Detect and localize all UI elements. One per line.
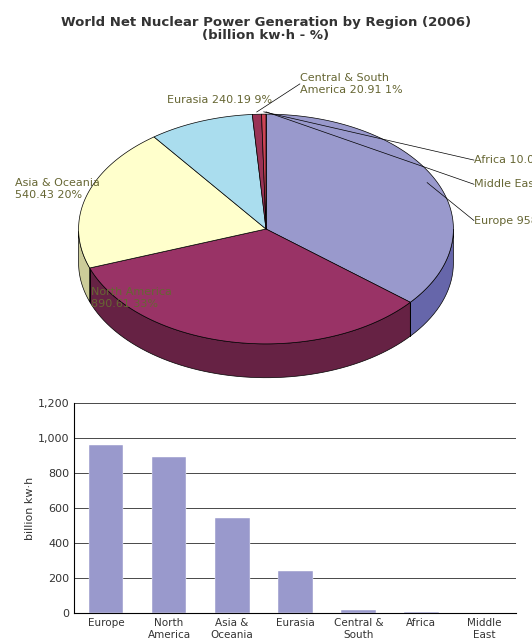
- Text: Middle East 0.00 0%: Middle East 0.00 0%: [474, 180, 532, 189]
- Bar: [404, 612, 439, 613]
- Polygon shape: [410, 229, 453, 336]
- Text: Central & South
America 20.91 1%: Central & South America 20.91 1%: [300, 73, 403, 95]
- Polygon shape: [79, 137, 266, 268]
- Text: Asia & Oceania
540.43 20%: Asia & Oceania 540.43 20%: [14, 178, 99, 200]
- Bar: [152, 457, 186, 613]
- Polygon shape: [252, 114, 266, 229]
- Polygon shape: [266, 114, 453, 302]
- Text: Eurasia 240.19 9%: Eurasia 240.19 9%: [167, 95, 272, 105]
- Text: North America
890.61 33%: North America 890.61 33%: [90, 287, 171, 309]
- Text: World Net Nuclear Power Generation by Region (2006): World Net Nuclear Power Generation by Re…: [61, 16, 471, 29]
- Polygon shape: [90, 229, 410, 344]
- Text: (billion kw·h - %): (billion kw·h - %): [203, 29, 329, 42]
- Y-axis label: billion kw·h: billion kw·h: [25, 477, 35, 539]
- Text: Africa 10.07 0%: Africa 10.07 0%: [474, 155, 532, 165]
- Polygon shape: [90, 268, 410, 378]
- Bar: [278, 571, 313, 613]
- Text: Europe 958.05 37%: Europe 958.05 37%: [474, 215, 532, 226]
- Polygon shape: [262, 114, 266, 229]
- Bar: [341, 610, 376, 613]
- Bar: [215, 518, 250, 613]
- Polygon shape: [79, 231, 90, 302]
- Bar: [89, 445, 123, 613]
- Polygon shape: [154, 114, 266, 229]
